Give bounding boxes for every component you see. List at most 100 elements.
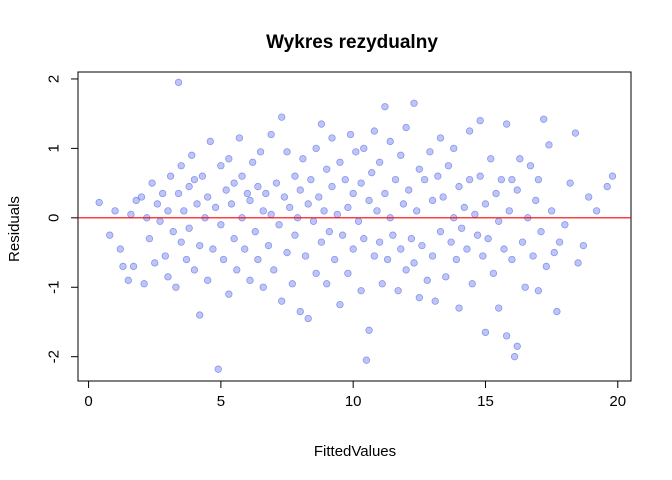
data-point: [383, 255, 392, 264]
data-point: [566, 179, 574, 187]
data-point: [399, 200, 408, 208]
data-point: [177, 162, 185, 170]
data-point: [336, 158, 344, 166]
data-point: [204, 276, 212, 284]
plot-frame: [77, 71, 632, 382]
data-point: [349, 189, 357, 198]
data-point: [415, 294, 423, 302]
data-point: [211, 203, 220, 212]
data-point: [529, 252, 537, 260]
data-point: [217, 162, 225, 170]
data-point: [288, 280, 296, 288]
data-point: [291, 172, 299, 180]
data-point: [495, 217, 503, 225]
data-point: [545, 141, 553, 149]
data-point: [182, 255, 191, 264]
data-point: [235, 134, 244, 142]
data-point: [352, 148, 360, 156]
data-point: [124, 276, 132, 284]
data-point: [373, 207, 381, 215]
data-point: [513, 342, 521, 350]
y-tick-label: 2: [46, 75, 63, 83]
data-point: [534, 175, 543, 184]
data-point: [495, 304, 503, 312]
data-point: [262, 189, 270, 198]
data-point: [309, 217, 318, 225]
data-point: [428, 196, 437, 205]
data-point: [95, 198, 103, 207]
data-point: [140, 280, 148, 288]
data-point: [230, 179, 238, 187]
data-point: [405, 186, 413, 194]
data-point: [518, 238, 527, 246]
data-point: [458, 224, 466, 232]
data-point: [378, 280, 386, 288]
data-point: [386, 137, 394, 146]
data-point: [267, 130, 275, 139]
data-point: [283, 148, 291, 156]
data-point: [196, 241, 204, 250]
data-point: [246, 196, 254, 205]
data-point: [497, 175, 505, 184]
data-point: [420, 175, 429, 184]
data-point: [357, 179, 365, 187]
data-point: [368, 169, 376, 177]
data-point: [246, 276, 254, 284]
data-point: [436, 228, 445, 236]
data-point: [312, 269, 320, 278]
data-point: [161, 252, 169, 260]
data-point: [256, 148, 265, 156]
data-point: [145, 235, 154, 243]
data-point: [185, 182, 193, 191]
data-point: [304, 314, 312, 323]
data-point: [278, 297, 286, 305]
data-point: [166, 172, 175, 180]
data-point: [455, 304, 463, 312]
data-point: [439, 193, 447, 201]
y-tick-label: 0: [46, 214, 63, 222]
data-point: [151, 259, 159, 267]
data-point: [532, 196, 540, 205]
data-point: [444, 162, 453, 170]
data-point: [516, 155, 524, 163]
data-point: [270, 266, 278, 274]
data-point: [248, 158, 257, 166]
x-tick-label: 15: [477, 393, 494, 410]
data-point: [479, 252, 487, 260]
data-point: [190, 175, 199, 184]
data-point: [492, 189, 500, 198]
data-point: [283, 248, 291, 257]
data-point: [481, 200, 490, 208]
data-point: [452, 255, 461, 264]
data-point: [526, 162, 535, 170]
data-point: [196, 311, 204, 319]
data-point: [106, 231, 114, 239]
data-point: [278, 113, 286, 121]
data-point: [418, 241, 426, 250]
data-point: [198, 172, 207, 180]
data-point: [547, 207, 556, 215]
data-point: [571, 129, 580, 137]
y-axis: -2 -1 0 1 2: [46, 75, 79, 363]
data-point: [251, 228, 259, 236]
data-point: [317, 238, 326, 246]
data-point: [465, 127, 474, 135]
chart-title: Wykres rezydualny: [266, 32, 438, 53]
data-point: [375, 238, 384, 246]
data-point: [555, 238, 564, 246]
data-point: [129, 262, 138, 271]
data-point: [159, 189, 167, 198]
data-point: [397, 151, 405, 159]
data-point: [365, 196, 373, 205]
data-point: [344, 203, 352, 212]
data-point: [254, 182, 262, 191]
data-point: [561, 221, 569, 229]
data-point: [521, 283, 529, 291]
data-point: [156, 217, 164, 225]
data-point: [537, 228, 545, 236]
data-point: [177, 238, 185, 246]
data-point: [254, 255, 262, 264]
data-point: [349, 245, 357, 253]
data-point: [323, 280, 331, 288]
data-point: [304, 200, 312, 208]
